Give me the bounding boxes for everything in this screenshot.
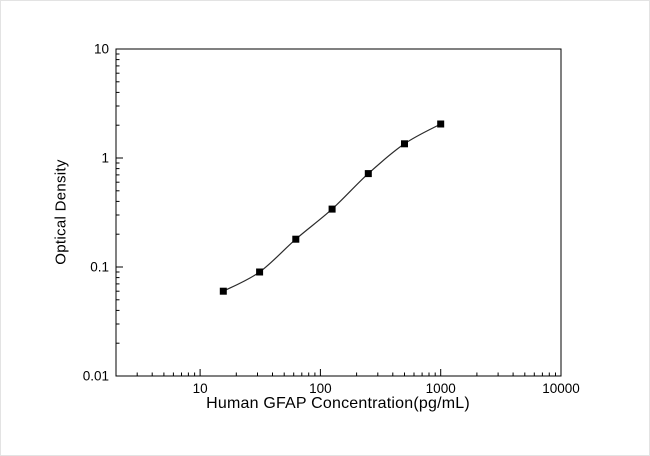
data-point-marker: [256, 268, 264, 276]
x-axis-title: Human GFAP Concentration(pg/mL): [206, 395, 470, 412]
y-axis-title: Optical Density: [52, 159, 70, 265]
axis-tick-labels: 10 100 1000 10000 0.01 0.1 1 10: [83, 42, 580, 397]
data-point-marker: [364, 170, 372, 178]
data-point-marker: [219, 287, 227, 295]
y-tick-label: 0.1: [90, 260, 109, 275]
y-tick-label: 0.01: [83, 369, 109, 384]
data-point-marker: [292, 235, 300, 243]
plot-frame: [115, 48, 562, 377]
y-tick-label: 10: [94, 42, 109, 57]
x-tick-label: 10: [193, 381, 208, 396]
data-point-marker: [437, 120, 445, 128]
data-point-marker: [328, 205, 336, 213]
y-tick-label: 1: [101, 151, 109, 166]
axis-ticks: [116, 48, 562, 377]
data-point-markers: [219, 120, 445, 295]
data-point-marker: [401, 140, 408, 148]
x-tick-label: 1000: [426, 381, 456, 396]
x-tick-label: 10000: [542, 381, 580, 396]
x-tick-label: 100: [309, 381, 332, 396]
